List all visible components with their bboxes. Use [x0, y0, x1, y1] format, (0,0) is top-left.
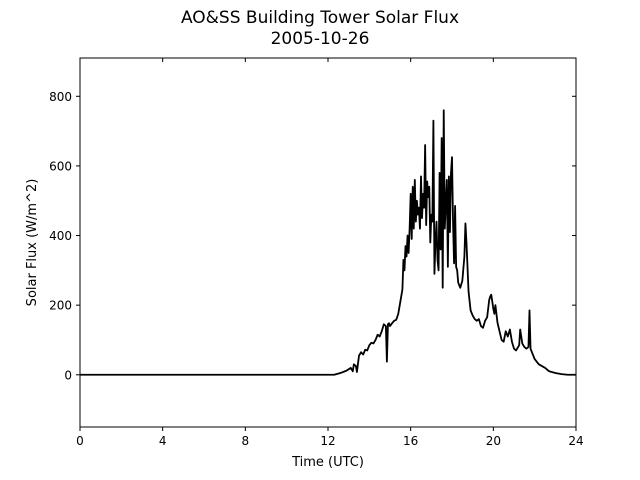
x-tick-label: 4 [159, 434, 167, 448]
y-axis-ticks: 0 200 400 600 800 [49, 90, 576, 382]
x-tick-label: 0 [76, 434, 84, 448]
series-line [80, 109, 576, 376]
x-tick-label: 12 [320, 434, 335, 448]
y-axis-label: Solar Flux (W/m^2) [25, 179, 40, 307]
x-tick-label: 20 [486, 434, 501, 448]
chart-title: AO&SS Building Tower Solar Flux [180, 8, 460, 28]
plot-area [80, 109, 576, 376]
y-tick-label: 400 [49, 229, 72, 243]
y-tick-label: 600 [49, 159, 72, 173]
chart-subtitle: 2005-10-26 [270, 29, 370, 49]
x-tick-label: 16 [403, 434, 418, 448]
x-axis-label: Time (UTC) [291, 455, 364, 470]
x-tick-label: 8 [242, 434, 250, 448]
x-tick-label: 24 [568, 434, 583, 448]
y-tick-label: 200 [49, 299, 72, 313]
y-tick-label: 0 [64, 368, 72, 382]
x-axis-ticks: 0 4 8 12 16 20 24 [76, 58, 584, 448]
y-tick-label: 800 [49, 90, 72, 104]
axes-frame [79, 57, 577, 428]
